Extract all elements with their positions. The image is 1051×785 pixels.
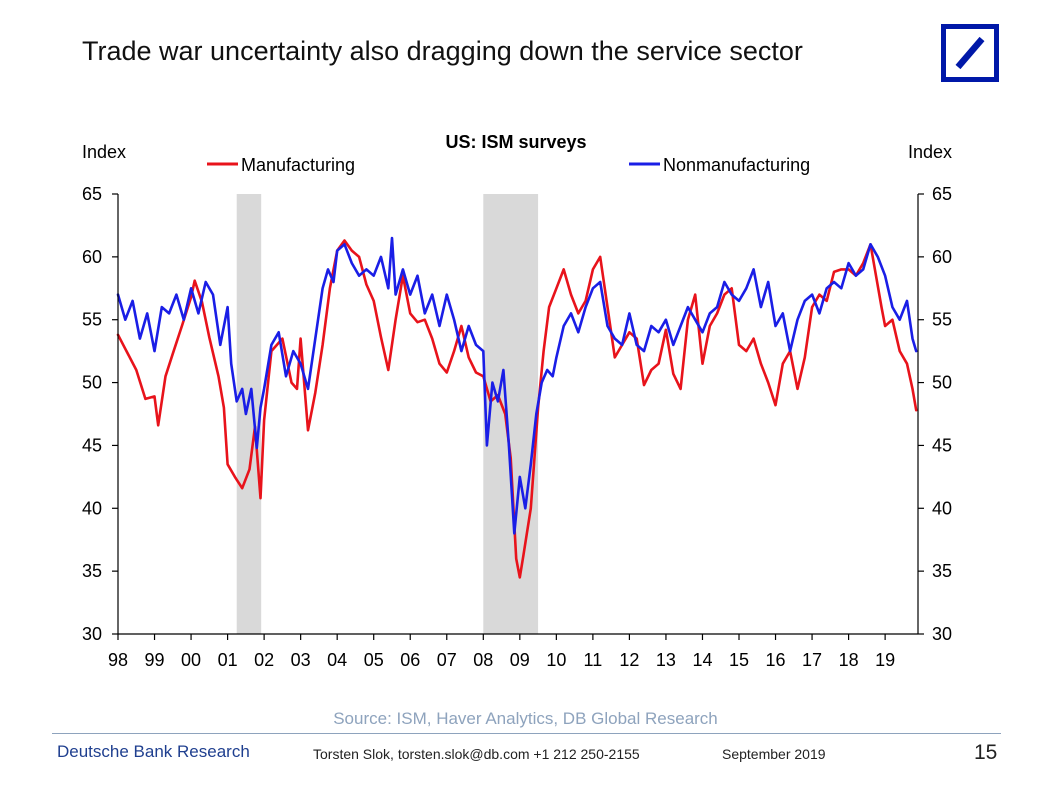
x-tick-label: 06 (400, 650, 420, 670)
series-line-nonmanufacturing (116, 236, 918, 535)
y-tick-label-left: 50 (82, 373, 102, 393)
x-tick-label: 05 (364, 650, 384, 670)
x-tick-label: 12 (619, 650, 639, 670)
x-tick-label: 19 (875, 650, 895, 670)
slide-title: Trade war uncertainty also dragging down… (82, 36, 803, 66)
y-tick-label-left: 55 (82, 310, 102, 330)
left-axis-label: Index (82, 142, 126, 162)
x-tick-label: 98 (108, 650, 128, 670)
x-tick-label: 00 (181, 650, 201, 670)
y-tick-label-right: 40 (932, 498, 952, 518)
x-tick-label: 14 (692, 650, 712, 670)
series-line-manufacturing (116, 239, 918, 579)
y-tick-label-right: 45 (932, 435, 952, 455)
x-tick-label: 08 (473, 650, 493, 670)
ism-chart: 30 30 35 35 40 40 45 45 50 50 55 55 60 60 65 65 98 99 00 01… (82, 132, 952, 670)
x-tick-label: 16 (766, 650, 786, 670)
y-tick-label-left: 60 (82, 247, 102, 267)
x-tick-label: 99 (145, 650, 165, 670)
y-tick-label-right: 65 (932, 184, 952, 204)
y-tick-label-left: 45 (82, 435, 102, 455)
x-tick-label: 09 (510, 650, 530, 670)
recession-band-2 (483, 194, 539, 634)
x-tick-label: 11 (584, 650, 603, 670)
footer-divider (52, 733, 1001, 734)
y-tick-label-left: 65 (82, 184, 102, 204)
x-tick-label: 04 (327, 650, 347, 670)
x-tick-label: 07 (437, 650, 457, 670)
y-tick-label-right: 50 (932, 373, 952, 393)
x-tick-label: 18 (839, 650, 859, 670)
footer-company: Deutsche Bank Research (57, 742, 250, 761)
x-tick-label: 01 (218, 650, 238, 670)
footer-author: Torsten Slok, torsten.slok@db.com +1 212… (313, 746, 640, 762)
source-note: Source: ISM, Haver Analytics, DB Global … (333, 709, 718, 728)
y-tick-label-right: 55 (932, 310, 952, 330)
y-tick-label-left: 30 (82, 624, 102, 644)
x-tick-label: 13 (656, 650, 676, 670)
axes: 30 30 35 35 40 40 45 45 50 50 55 55 60 60 65 65 98 99 00 01… (82, 184, 952, 670)
y-tick-label-left: 35 (82, 561, 102, 581)
legend-label-nonmanufacturing: Nonmanufacturing (663, 155, 810, 175)
y-tick-label-right: 35 (932, 561, 952, 581)
deutsche-bank-logo-icon (941, 24, 999, 82)
y-tick-label-right: 30 (932, 624, 952, 644)
recession-shading (236, 194, 539, 634)
x-tick-label: 10 (546, 650, 566, 670)
x-tick-label: 02 (254, 650, 274, 670)
chart-labels: US: ISM surveys Index Index Manufacturin… (82, 132, 952, 175)
x-tick-label: 17 (802, 650, 822, 670)
y-tick-label-left: 40 (82, 498, 102, 518)
right-axis-label: Index (908, 142, 952, 162)
chart-title: US: ISM surveys (445, 132, 586, 152)
y-tick-label-right: 60 (932, 247, 952, 267)
series-lines (116, 236, 918, 579)
x-tick-label: 03 (291, 650, 311, 670)
footer-date: September 2019 (722, 746, 826, 762)
recession-band-1 (236, 194, 262, 634)
x-tick-label: 15 (729, 650, 749, 670)
page-number: 15 (974, 741, 998, 764)
legend-label-manufacturing: Manufacturing (241, 155, 355, 175)
